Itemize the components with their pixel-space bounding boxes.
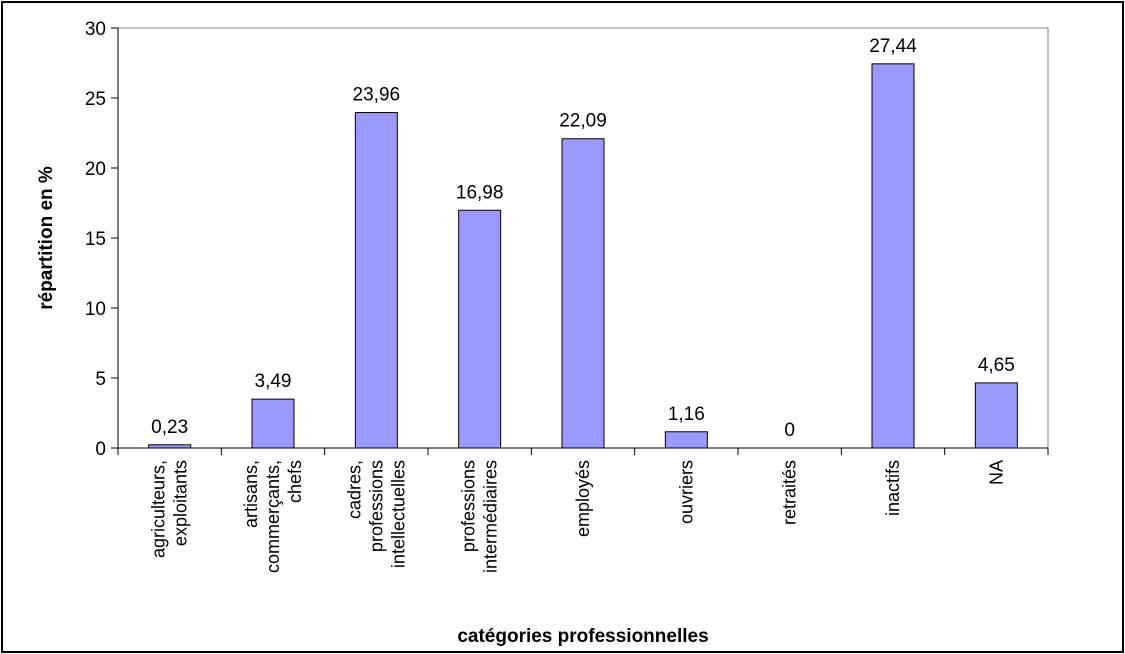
data-labels: 0,23 3,49 23,96 16,98 22,09 1,16 0 27,44 4,65 — [151, 36, 1015, 441]
data-label: 16,98 — [456, 182, 504, 203]
x-category-label-line: intellectuelles — [388, 460, 408, 568]
y-tick-label: 0 — [95, 439, 106, 460]
data-label: 23,96 — [353, 85, 401, 106]
x-category-label-line: artisans, — [241, 460, 261, 528]
x-category-label-line: cadres, — [344, 460, 364, 519]
x-category-label-line: exploitants — [171, 460, 191, 546]
x-category-label: cadres, professions intellectuelles — [344, 460, 408, 568]
x-category-label-line: agriculteurs, — [149, 460, 169, 558]
x-category-label: artisans, commerçants, chefs — [241, 460, 305, 573]
x-category-label-line: intermédiaires — [481, 460, 501, 573]
bars — [148, 63, 1018, 449]
y-tick-label: 10 — [85, 299, 106, 320]
x-category-label-line: inactifs — [883, 460, 903, 516]
data-label: 3,49 — [255, 371, 292, 392]
y-tick-label: 15 — [85, 229, 106, 250]
x-axis-title: catégories professionnelles — [457, 626, 708, 647]
bar — [354, 112, 398, 449]
data-label: 1,16 — [668, 404, 705, 425]
x-category-label-line: ouvriers — [676, 460, 696, 524]
data-label: 22,09 — [559, 111, 607, 132]
x-category-label-line: chefs — [285, 460, 305, 503]
data-label: 0 — [784, 420, 795, 441]
x-category-label: ouvriers — [676, 460, 696, 524]
x-category-label: inactifs — [883, 460, 903, 516]
x-axis: agriculteurs, exploitants artisans, commerç… — [117, 447, 1049, 573]
x-category-label: employés — [573, 460, 593, 537]
bar — [664, 431, 708, 449]
data-label: 0,23 — [151, 417, 188, 438]
bar — [251, 398, 295, 449]
x-category-label-line: professions — [366, 460, 386, 552]
x-category-label-line: commerçants, — [263, 460, 283, 573]
x-category-label-line: professions — [459, 460, 479, 552]
bar — [458, 209, 502, 449]
y-tick-label: 25 — [85, 89, 106, 110]
y-axis-title: répartition en % — [36, 166, 57, 310]
bar — [561, 138, 605, 449]
data-label: 27,44 — [869, 36, 917, 57]
y-tick-label: 5 — [95, 369, 106, 390]
x-category-label: agriculteurs, exploitants — [149, 460, 191, 558]
data-label: 4,65 — [978, 355, 1015, 376]
y-tick-label: 20 — [85, 159, 106, 180]
x-category-label: NA — [986, 460, 1006, 485]
x-category-label: retraités — [780, 460, 800, 525]
bar — [871, 63, 915, 449]
y-tick-label: 30 — [85, 19, 106, 40]
x-category-label-line: employés — [573, 460, 593, 537]
y-axis: 0 5 10 15 20 25 30 — [85, 19, 119, 460]
x-category-label-line: NA — [986, 460, 1006, 485]
bar — [974, 382, 1018, 449]
x-category-label: professions intermédiaires — [459, 460, 501, 573]
x-category-label-line: retraités — [780, 460, 800, 525]
